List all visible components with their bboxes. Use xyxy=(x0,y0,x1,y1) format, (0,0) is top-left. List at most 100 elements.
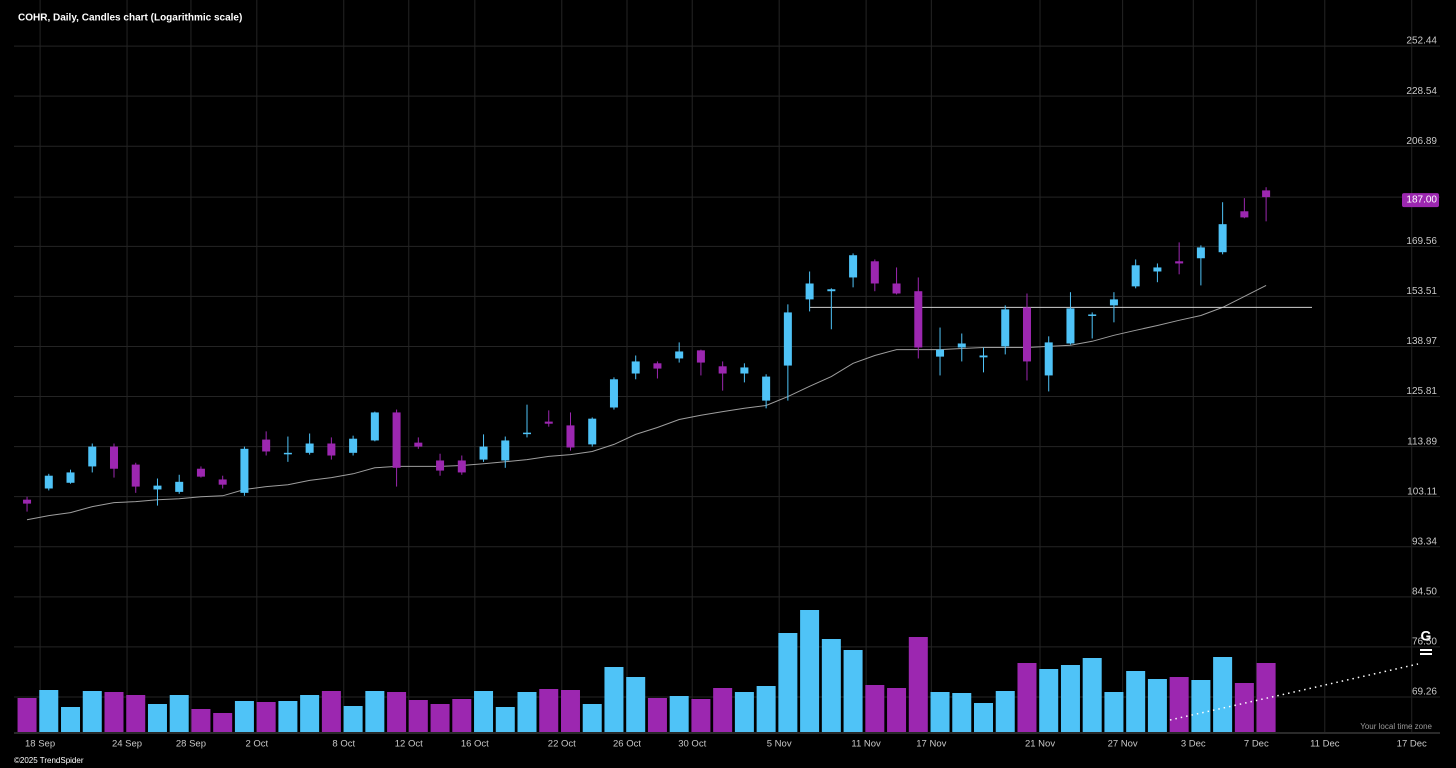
candle-body xyxy=(675,351,684,359)
volume-bar xyxy=(104,692,124,732)
volume-bar xyxy=(147,704,167,732)
candle-body xyxy=(718,366,727,374)
candle-body xyxy=(957,343,966,348)
y-tick-label: 103.11 xyxy=(1407,486,1437,497)
volume-bar xyxy=(517,692,537,732)
volume-bar xyxy=(582,704,602,732)
candle-body xyxy=(1175,261,1184,264)
candle-body xyxy=(1131,265,1140,287)
candle-body xyxy=(566,425,575,448)
volume-bar xyxy=(908,637,928,732)
volume-bar xyxy=(234,701,254,732)
menu-icon-bar xyxy=(1420,653,1432,655)
volume-bar xyxy=(126,695,146,732)
volume-bar xyxy=(61,707,81,732)
candle-body xyxy=(1109,299,1118,306)
x-tick-label: 26 Oct xyxy=(613,739,641,750)
candle-body xyxy=(979,355,988,358)
candle-body xyxy=(544,421,553,424)
volume-bar xyxy=(300,695,320,732)
timezone-note: Your local time zone xyxy=(1360,722,1432,731)
volume-bar xyxy=(169,695,189,732)
candle-body xyxy=(88,446,97,467)
candle-body xyxy=(175,481,184,492)
volume-bar xyxy=(626,677,646,732)
candle-body xyxy=(1153,267,1162,272)
y-tick-label: 228.54 xyxy=(1406,86,1437,97)
volume-bar xyxy=(452,699,472,732)
y-tick-label: 138.97 xyxy=(1406,336,1437,347)
candle-body xyxy=(653,363,662,369)
copyright: ©2025 TrendSpider xyxy=(14,756,84,765)
candle-body xyxy=(436,460,445,471)
volume-bar xyxy=(713,688,733,732)
y-tick-label: 93.34 xyxy=(1412,536,1437,547)
candle-body xyxy=(849,255,858,278)
candle-body xyxy=(631,361,640,374)
x-tick-label: 7 Dec xyxy=(1244,739,1269,750)
x-tick-label: 17 Nov xyxy=(916,739,946,750)
candle-body xyxy=(1088,314,1097,316)
chart-title: COHR, Daily, Candles chart (Logarithmic … xyxy=(18,13,242,24)
x-tick-label: 11 Nov xyxy=(851,739,881,750)
volume-bar xyxy=(843,650,863,732)
candle-body xyxy=(109,446,118,469)
candle-body xyxy=(783,312,792,366)
volume-bar xyxy=(1213,657,1233,732)
candle-body xyxy=(1262,190,1271,198)
candle-body xyxy=(501,440,510,461)
volume-bar xyxy=(604,667,624,732)
volume-bar xyxy=(82,691,102,732)
candle-body xyxy=(1001,309,1010,347)
volume-bar xyxy=(387,692,407,732)
candle-body xyxy=(1022,307,1031,362)
candle-body xyxy=(609,379,618,408)
volume-bar xyxy=(474,691,494,732)
volume-bar xyxy=(734,692,754,732)
candle-body xyxy=(283,452,292,455)
volume-bar xyxy=(756,686,776,732)
x-tick-label: 8 Oct xyxy=(332,739,355,750)
y-tick-label: 76.50 xyxy=(1412,637,1437,648)
x-tick-label: 12 Oct xyxy=(395,739,423,750)
candle-body xyxy=(370,412,379,441)
volume-bar xyxy=(800,610,820,732)
menu-icon-bar xyxy=(1420,649,1432,651)
volume-bar xyxy=(539,689,559,732)
candle-body xyxy=(218,479,227,485)
candle-body xyxy=(762,376,771,401)
volume-bar xyxy=(669,696,689,732)
volume-bar xyxy=(39,690,59,732)
volume-bar xyxy=(191,709,211,732)
volume-bar xyxy=(1082,658,1102,732)
candle-body xyxy=(1218,224,1227,253)
candle-body xyxy=(870,261,879,284)
watermark: G xyxy=(1421,628,1432,644)
x-tick-label: 11 Dec xyxy=(1310,739,1340,750)
volume-bar xyxy=(256,702,276,732)
volume-bar xyxy=(995,691,1015,732)
last-price-badge xyxy=(1402,193,1439,208)
volume-bar xyxy=(778,633,798,732)
volume-bar xyxy=(647,698,667,732)
volume-bar xyxy=(1017,663,1037,732)
candle-body xyxy=(153,485,162,490)
y-tick-label: 169.56 xyxy=(1406,236,1437,247)
candle-body xyxy=(327,443,336,456)
candle-body xyxy=(1044,342,1053,376)
x-tick-label: 3 Dec xyxy=(1181,739,1206,750)
x-tick-label: 5 Nov xyxy=(767,739,792,750)
y-tick-label: 69.26 xyxy=(1412,687,1437,698)
candle-body xyxy=(936,349,945,357)
y-tick-label: 125.81 xyxy=(1406,386,1437,397)
x-tick-label: 30 Oct xyxy=(678,739,706,750)
candle-body xyxy=(805,283,814,300)
candle-body xyxy=(392,412,401,468)
volume-bar xyxy=(1104,692,1124,732)
candle-body xyxy=(892,283,901,294)
candle-body xyxy=(827,289,836,292)
y-tick-label: 252.44 xyxy=(1406,36,1437,47)
